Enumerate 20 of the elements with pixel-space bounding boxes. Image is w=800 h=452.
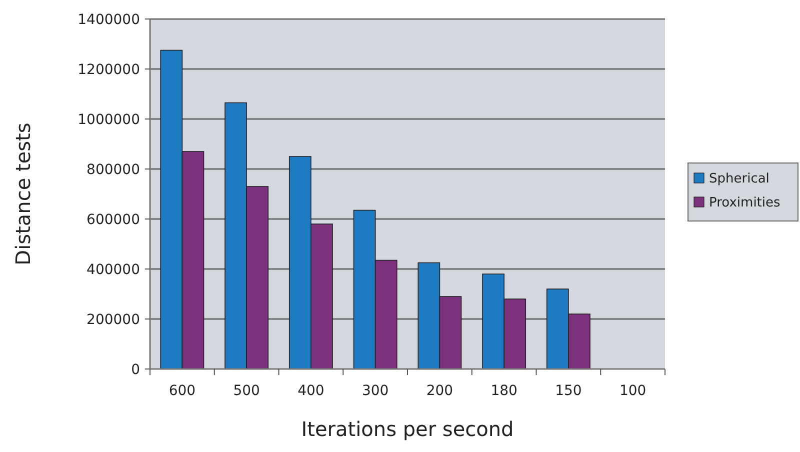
y-tick-label: 0	[131, 362, 140, 378]
x-tick-label: 500	[233, 383, 260, 399]
x-tick-label: 300	[362, 383, 389, 399]
y-tick-label: 200000	[86, 312, 140, 328]
x-tick-label: 180	[490, 383, 518, 399]
x-axis-title: Iterations per second	[301, 417, 514, 441]
x-tick-label: 200	[426, 383, 454, 399]
x-tick-label: 600	[168, 383, 196, 399]
y-tick-label: 400000	[86, 262, 140, 278]
x-tick-label: 100	[619, 383, 646, 399]
y-axis-title: Distance tests	[11, 122, 35, 266]
legend-label: Proximities	[709, 196, 781, 211]
y-tick-label: 1200000	[78, 62, 140, 78]
x-tick-label: 400	[298, 383, 324, 399]
y-tick-label: 1400000	[78, 12, 140, 28]
y-tick-label: 600000	[86, 212, 140, 228]
x-tick-label: 150	[555, 383, 582, 399]
y-tick-label: 800000	[86, 162, 140, 178]
legend-label: Spherical	[709, 172, 770, 187]
y-tick-label: 1000000	[78, 112, 140, 128]
